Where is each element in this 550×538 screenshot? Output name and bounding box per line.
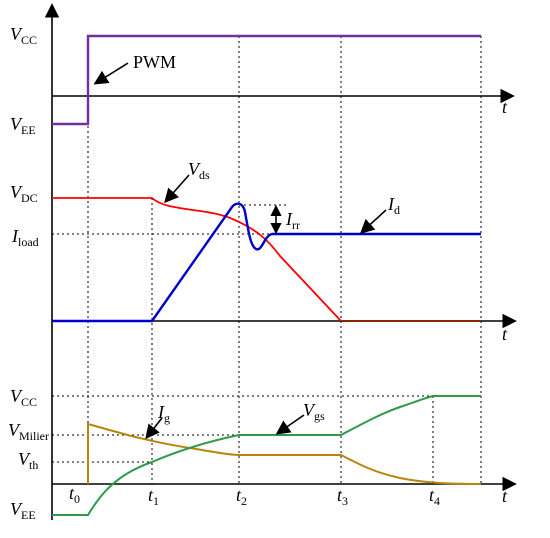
vgs-pointer-arrow (275, 414, 305, 435)
vth-label: Vth (18, 449, 38, 472)
bottom-panel: t VCC VMilier Vth VEE Ig Vgs t0 (8, 386, 517, 522)
bottom-vcc-label: VCC (10, 386, 37, 409)
middle-panel: t VDC Iload Irr Vds Id (10, 159, 517, 344)
top-vcc-label: VCC (10, 24, 37, 47)
id-label: Id (387, 194, 400, 217)
middle-t-axis-label: t (502, 324, 508, 344)
ig-label: Ig (157, 402, 170, 425)
id-pointer-arrow (359, 209, 387, 234)
top-panel: t VCC VEE PWM (10, 3, 515, 520)
bottom-t-axis-label: t (502, 486, 508, 506)
top-t-axis-label: t (502, 97, 508, 117)
vdc-label: VDC (10, 182, 38, 205)
iload-label: Iload (11, 226, 39, 249)
ig-pointer-arrow (145, 417, 163, 440)
id-waveform (52, 202, 481, 323)
pwm-pointer-arrow (93, 62, 129, 85)
vds-pointer-arrow (164, 174, 190, 204)
vds-label: Vds (188, 159, 210, 182)
bottom-vee-label: VEE (10, 499, 36, 522)
vmiller-label: VMilier (8, 420, 49, 443)
t0-label: t0 (69, 483, 80, 506)
top-vee-label: VEE (10, 114, 36, 137)
t4-label: t4 (429, 485, 440, 508)
vgs-label: Vgs (303, 400, 325, 423)
t1-label: t1 (148, 485, 159, 508)
irr-label: Irr (285, 209, 300, 232)
ig-waveform (87, 422, 482, 485)
vgs-waveform (52, 395, 481, 516)
pwm-label: PWM (133, 52, 176, 72)
pwm-waveform (52, 34, 481, 126)
t3-label: t3 (337, 485, 348, 508)
t2-label: t2 (236, 485, 247, 508)
